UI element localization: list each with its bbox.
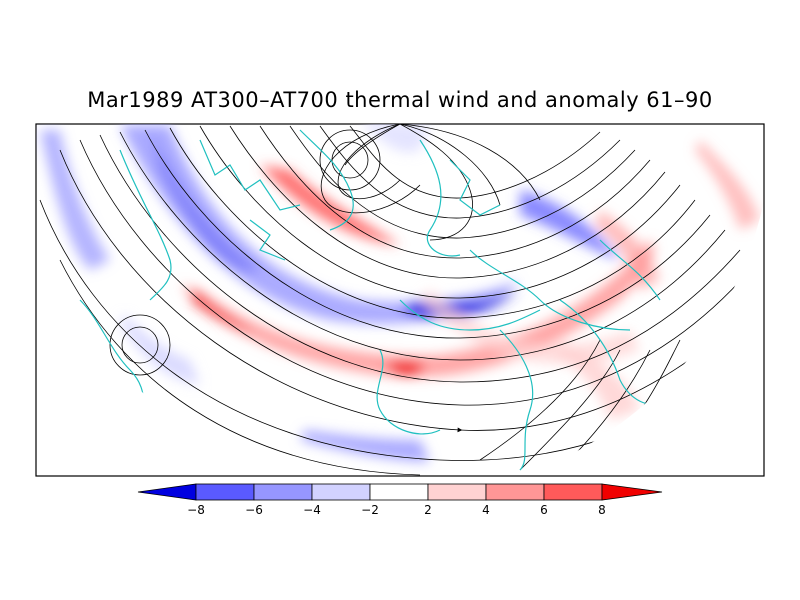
colorbar: −8 −6 −4 −2 2 4 6 8: [137, 483, 663, 517]
plot-title: Mar1989 AT300–AT700 thermal wind and ano…: [87, 88, 713, 112]
streamlines: [39, 124, 761, 476]
colorbar-tick-label: −4: [303, 503, 321, 517]
colorbar-bin: [195, 483, 255, 501]
colorbar-tick-label: −6: [245, 503, 263, 517]
colorbar-bin: [369, 483, 429, 501]
colorbar-tick-label: 2: [424, 503, 432, 517]
colorbar-bin: [427, 483, 487, 501]
colorbar-tick-label: −2: [361, 503, 379, 517]
colorbar-tick-label: 6: [540, 503, 548, 517]
colorbar-bin: [311, 483, 371, 501]
colorbar-bin: [253, 483, 313, 501]
colorbar-tick-label: −8: [187, 503, 205, 517]
colorbar-arrow-high: [601, 483, 663, 501]
anomaly-shading: [39, 124, 761, 476]
colorbar-tick-label: 8: [598, 503, 606, 517]
colorbar-bin: [543, 483, 603, 501]
colorbar-arrow-low: [137, 483, 197, 501]
colorbar-tick-label: 4: [482, 503, 490, 517]
colorbar-bin: [485, 483, 545, 501]
